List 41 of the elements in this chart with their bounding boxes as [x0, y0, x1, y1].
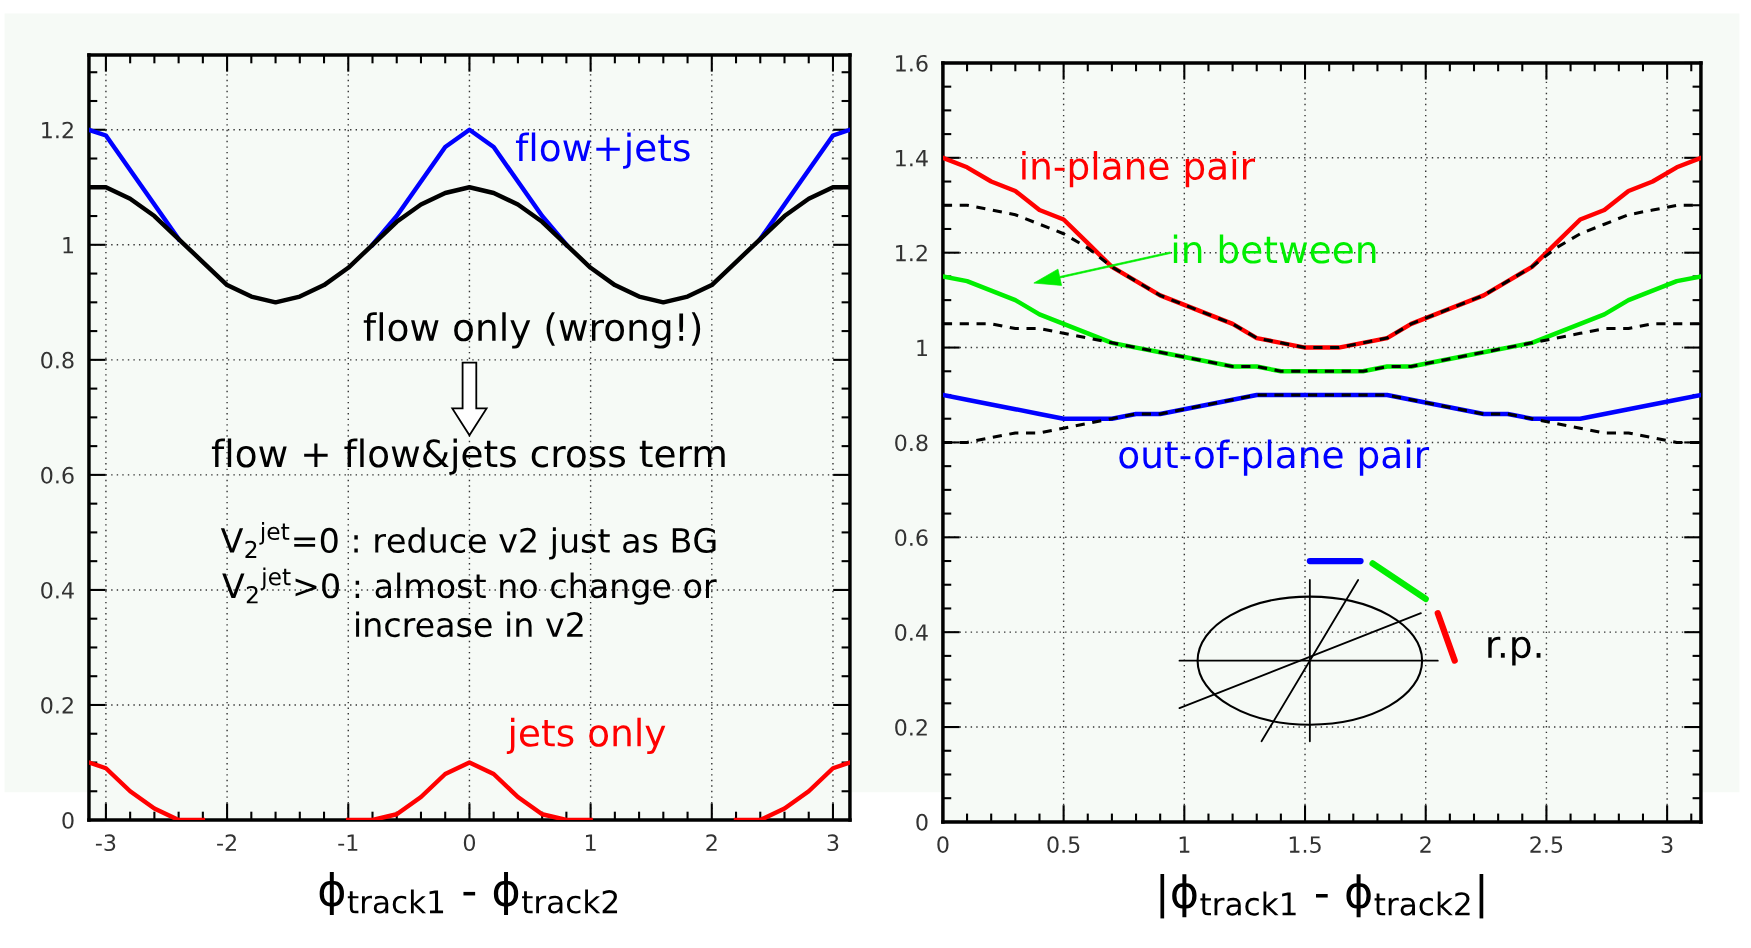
y-tick-label: 0.4	[895, 624, 928, 641]
x-tick-label: 3	[1661, 836, 1673, 854]
x-tick-label: 0	[463, 834, 476, 852]
x-tick-label: 1	[585, 834, 596, 851]
series-label: flow only (wrong!)	[363, 312, 701, 349]
y-tick-label: 0.8	[41, 351, 74, 369]
y-tick-label: 1	[63, 237, 74, 254]
x-tick-label: -2	[217, 834, 236, 851]
y-tick-label: 1.2	[42, 121, 73, 139]
y-tick-label: 1.4	[896, 150, 928, 167]
y-tick-label: 0	[62, 811, 74, 829]
x-tick-label: -1	[338, 834, 358, 851]
y-tick-label: 0.2	[41, 696, 73, 714]
series-label: jets only	[506, 717, 666, 755]
y-tick-label: 0.8	[895, 434, 928, 452]
y-tick-label: 0.4	[41, 581, 74, 599]
legend-label: in between	[1173, 234, 1376, 264]
x-tick-label: 0.5	[1047, 836, 1080, 854]
x-tick-label: 2	[706, 834, 717, 851]
x-tick-label: 2	[1420, 836, 1431, 853]
y-tick-label: 0.6	[41, 466, 74, 484]
text: V$_{2}$$^{jet}$=0 : reduce v2 just as BG V$_{2}$$^{jet}$>0 : almost no change or increase in v2	[220, 522, 717, 638]
y-tick-label: 0	[916, 813, 928, 831]
x-tick-label: 3	[827, 834, 839, 852]
series-label: in-plane pair	[1022, 151, 1256, 188]
series-label: flow+jets	[515, 132, 690, 169]
x-tick-label: -3	[95, 834, 116, 852]
x-tick-label: 1	[1179, 836, 1190, 853]
annotation: r.p.	[1488, 636, 1541, 666]
y-tick-label: 1.6	[896, 54, 928, 72]
y-tick-label: 1.2	[896, 244, 927, 262]
y-tick-label: 0.6	[895, 529, 928, 547]
x-axis-title: ϕ$_{track1}$ - ϕ$_{track2}$	[319, 872, 618, 916]
y-tick-label: 0.2	[895, 718, 927, 736]
series-label: out-of-plane pair	[1119, 439, 1430, 476]
x-axis-title: |ϕ$_{track1}$ - ϕ$_{track2}$|	[1160, 873, 1484, 919]
x-tick-label: 1.5	[1289, 836, 1321, 854]
annotation: flow + flow&jets cross term	[211, 438, 725, 475]
y-tick-label: 1	[917, 339, 927, 356]
x-tick-label: 0	[937, 836, 949, 854]
x-tick-label: 2.5	[1530, 836, 1563, 854]
